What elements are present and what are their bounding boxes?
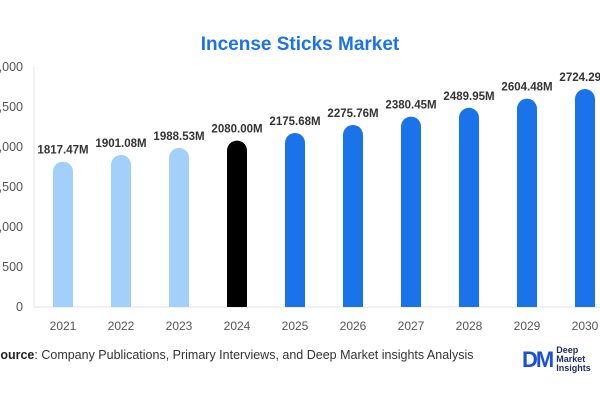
bar-2030 xyxy=(575,89,595,307)
y-tick-label: 0 xyxy=(16,300,23,314)
y-tick-label: 2,500 xyxy=(0,100,23,114)
data-label: 2175.68M xyxy=(269,116,320,128)
source-note: Source: Company Publications, Primary In… xyxy=(0,348,473,362)
bar-2025 xyxy=(285,132,305,307)
x-tick-label: 2021 xyxy=(50,319,77,333)
data-label: 2724.29M xyxy=(559,72,600,84)
y-tick-label: 3,000 xyxy=(0,60,23,74)
data-label: 1988.53M xyxy=(153,131,204,143)
x-tick-label: 2030 xyxy=(572,319,599,333)
data-label: 1817.47M xyxy=(37,145,88,157)
x-tick-label: 2022 xyxy=(108,319,135,333)
x-tick-label: 2024 xyxy=(224,319,251,333)
bar-2023 xyxy=(169,147,189,307)
bar-2026 xyxy=(343,124,363,307)
x-tick-label: 2026 xyxy=(340,319,367,333)
bar-2027 xyxy=(401,116,421,307)
data-label: 2489.95M xyxy=(443,91,494,103)
y-tick-label: 1,500 xyxy=(0,180,23,194)
bar-2024 xyxy=(227,140,247,307)
data-label: 2275.76M xyxy=(327,108,378,120)
bar-2021 xyxy=(53,161,73,307)
y-tick-label: 1,000 xyxy=(0,220,23,234)
bar-2029 xyxy=(517,98,537,307)
x-tick-label: 2029 xyxy=(514,319,541,333)
y-tick-label: 500 xyxy=(2,260,23,274)
source-text: : Company Publications, Primary Intervie… xyxy=(34,348,474,362)
logo-mark: DM xyxy=(522,346,554,372)
logo-line3: Insights xyxy=(556,363,591,373)
data-label: 2380.45M xyxy=(385,100,436,112)
data-label: 2604.48M xyxy=(501,82,552,94)
y-tick-label: 2,000 xyxy=(0,140,23,154)
data-label: 2080.00M xyxy=(211,124,262,136)
logo-text: Deep Market Insights xyxy=(556,346,591,373)
logo-line1: Deep xyxy=(556,345,579,355)
bar-2028 xyxy=(459,107,479,307)
bar-2022 xyxy=(111,154,131,307)
x-tick-label: 2025 xyxy=(282,319,309,333)
chart-title: Incense Sticks Market xyxy=(200,34,400,55)
data-label: 1901.08M xyxy=(95,138,146,150)
x-tick-label: 2023 xyxy=(166,319,193,333)
logo: DM Deep Market Insights xyxy=(522,346,591,373)
logo-line2: Market xyxy=(556,354,586,364)
source-label: Source xyxy=(0,348,35,362)
x-tick-label: 2028 xyxy=(456,319,483,333)
x-tick-label: 2027 xyxy=(398,319,425,333)
